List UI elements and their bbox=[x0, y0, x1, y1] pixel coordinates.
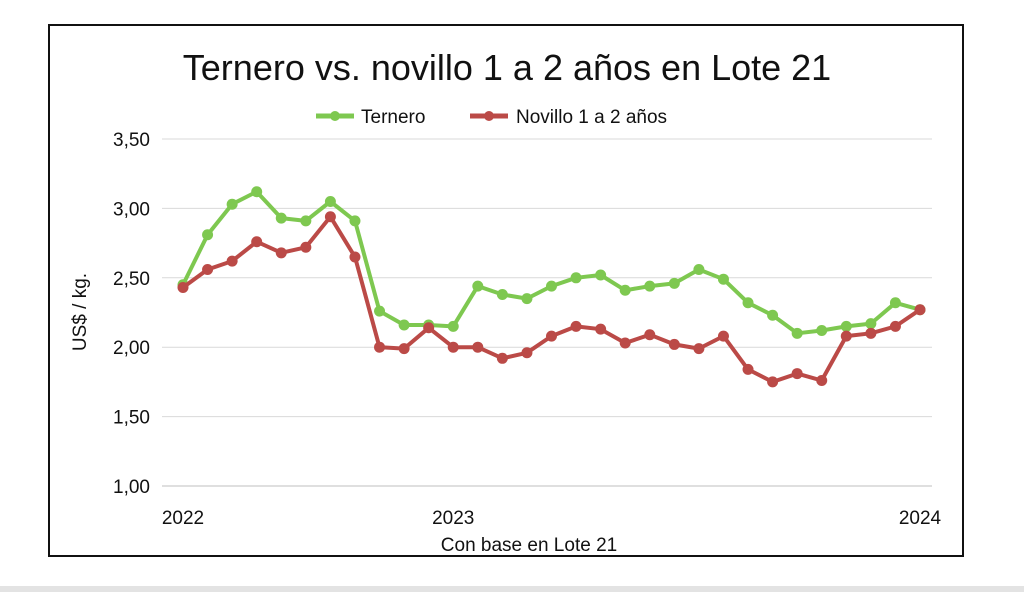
data-point bbox=[275, 212, 287, 224]
data-point bbox=[447, 341, 459, 353]
legend-marker-ternero bbox=[330, 111, 340, 121]
data-point bbox=[496, 352, 508, 364]
data-point bbox=[889, 297, 901, 309]
data-point bbox=[619, 284, 631, 296]
gridlines bbox=[162, 138, 932, 487]
data-point bbox=[840, 330, 852, 342]
series-line bbox=[181, 214, 922, 384]
data-point bbox=[816, 325, 828, 337]
data-point bbox=[349, 215, 361, 227]
data-point bbox=[644, 329, 656, 341]
data-point bbox=[840, 320, 852, 332]
data-point bbox=[226, 198, 238, 210]
data-point bbox=[595, 323, 607, 335]
data-point bbox=[300, 215, 312, 227]
data-point bbox=[914, 304, 926, 316]
data-point bbox=[202, 263, 214, 275]
data-point bbox=[693, 263, 705, 275]
data-point bbox=[374, 305, 386, 317]
data-point bbox=[251, 186, 263, 198]
y-axis-label: US$ / kg. bbox=[70, 273, 91, 351]
x-tick-label: 2023 bbox=[432, 508, 474, 529]
data-point bbox=[619, 337, 631, 349]
data-point bbox=[226, 255, 238, 267]
data-point bbox=[324, 195, 336, 207]
x-axis-ticks: 2022 2023 2024 bbox=[162, 508, 942, 529]
data-point bbox=[668, 277, 680, 289]
data-point bbox=[644, 280, 656, 292]
data-point bbox=[546, 330, 557, 342]
data-point bbox=[447, 320, 459, 332]
legend-label-ternero: Ternero bbox=[361, 107, 425, 128]
data-point bbox=[742, 297, 754, 309]
data-point bbox=[521, 347, 533, 359]
data-point bbox=[324, 211, 336, 223]
legend: Ternero Novillo 1 a 2 años bbox=[316, 107, 667, 128]
data-point bbox=[791, 368, 803, 380]
data-point bbox=[570, 320, 582, 332]
y-tick-label: 3,00 bbox=[113, 199, 150, 220]
series-novillo bbox=[177, 211, 926, 388]
data-point bbox=[472, 341, 484, 353]
x-tick-label: 2024 bbox=[899, 508, 942, 529]
data-point bbox=[889, 320, 901, 332]
data-point bbox=[275, 247, 287, 259]
y-tick-label: 2,50 bbox=[113, 269, 150, 290]
series-line bbox=[181, 189, 922, 336]
data-point bbox=[374, 341, 386, 353]
data-point bbox=[472, 280, 484, 292]
data-point bbox=[202, 229, 214, 241]
series-layer bbox=[177, 186, 926, 388]
data-point bbox=[767, 376, 779, 388]
data-point bbox=[546, 280, 557, 292]
data-point bbox=[742, 363, 754, 375]
series-ternero bbox=[177, 186, 926, 339]
y-tick-label: 2,00 bbox=[113, 338, 150, 359]
data-point bbox=[865, 327, 877, 339]
data-point bbox=[791, 327, 803, 339]
data-point bbox=[717, 330, 729, 342]
data-point bbox=[398, 319, 410, 331]
bottom-divider bbox=[0, 586, 1024, 592]
y-tick-label: 1,50 bbox=[113, 408, 150, 429]
data-point bbox=[816, 375, 828, 387]
data-point bbox=[398, 343, 410, 355]
legend-marker-novillo bbox=[484, 111, 494, 121]
data-point bbox=[423, 322, 435, 334]
data-point bbox=[668, 338, 680, 350]
data-point bbox=[496, 288, 508, 300]
y-tick-label: 3,50 bbox=[113, 130, 150, 151]
data-point bbox=[177, 282, 189, 294]
chart-title: Ternero vs. novillo 1 a 2 años en Lote 2… bbox=[183, 47, 831, 88]
data-point bbox=[251, 236, 263, 248]
data-point bbox=[717, 273, 729, 285]
data-point bbox=[349, 251, 361, 263]
y-axis-ticks: 1,00 1,50 2,00 2,50 3,00 3,50 bbox=[113, 130, 150, 498]
x-tick-label: 2022 bbox=[162, 508, 204, 529]
data-point bbox=[693, 343, 705, 355]
data-point bbox=[595, 269, 607, 281]
data-point bbox=[300, 241, 312, 253]
data-point bbox=[521, 293, 533, 305]
x-axis-label: Con base en Lote 21 bbox=[441, 535, 617, 556]
y-tick-label: 1,00 bbox=[113, 477, 150, 498]
data-point bbox=[570, 272, 582, 284]
data-point bbox=[865, 318, 877, 330]
legend-label-novillo: Novillo 1 a 2 años bbox=[516, 107, 667, 128]
data-point bbox=[767, 309, 779, 321]
